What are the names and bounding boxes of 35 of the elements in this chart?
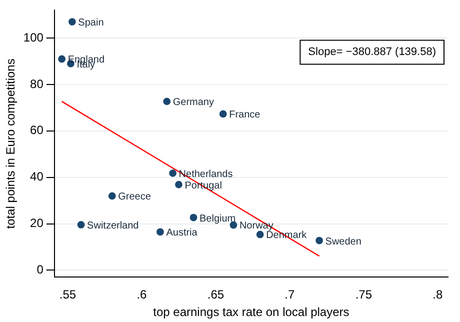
annotation: Germany xyxy=(172,97,214,108)
x-axis-title: top earnings tax rate on local players xyxy=(153,305,350,320)
y-tick-label: 0 xyxy=(36,262,44,277)
y-tick-label: 80 xyxy=(30,76,44,91)
annotation: Spain xyxy=(78,18,104,29)
annotation: France xyxy=(229,110,261,121)
point xyxy=(190,214,198,222)
x-tick-label: .8 xyxy=(432,288,443,302)
annotation: Switzerland xyxy=(87,220,139,232)
y-tick-label: 20 xyxy=(30,216,44,230)
x-tick-label: .75 xyxy=(355,288,372,302)
point xyxy=(68,18,76,26)
point xyxy=(108,192,116,200)
point xyxy=(163,98,171,106)
point xyxy=(156,228,164,236)
point xyxy=(316,236,323,244)
annotation: Slope= −380.887 (139.58) xyxy=(308,46,436,58)
x-tick-label: .55 xyxy=(59,288,76,302)
point xyxy=(169,169,176,177)
annotation: Greece xyxy=(118,192,152,203)
point xyxy=(175,180,182,188)
y-axis-title: total points in Euro competitions xyxy=(4,58,18,229)
annotation: Sweden xyxy=(325,236,362,248)
point xyxy=(58,55,66,63)
point xyxy=(219,110,227,118)
point xyxy=(256,230,264,238)
point xyxy=(77,221,85,228)
x-tick-label: .7 xyxy=(284,288,296,302)
y-tick-label: 60 xyxy=(30,123,44,138)
x-tick-label: .65 xyxy=(207,288,224,302)
x-tick-label: .6 xyxy=(136,288,148,302)
annotation: Belgium xyxy=(200,213,236,224)
y-tick-label: 40 xyxy=(30,170,44,184)
y-tick-label: 100 xyxy=(23,30,44,44)
annotation: Austria xyxy=(166,228,198,239)
